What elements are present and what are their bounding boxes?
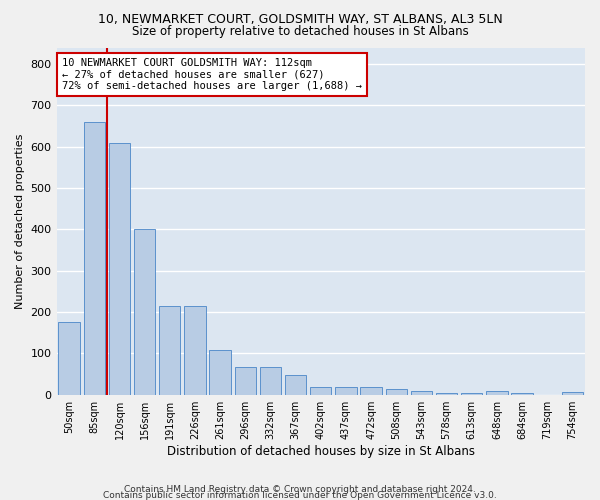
Bar xyxy=(235,367,256,394)
Bar xyxy=(461,393,482,394)
Bar xyxy=(436,393,457,394)
Bar xyxy=(562,392,583,394)
Bar xyxy=(209,350,231,395)
Bar xyxy=(109,142,130,394)
Text: 10, NEWMARKET COURT, GOLDSMITH WAY, ST ALBANS, AL3 5LN: 10, NEWMARKET COURT, GOLDSMITH WAY, ST A… xyxy=(98,12,502,26)
Bar xyxy=(134,230,155,394)
Text: Size of property relative to detached houses in St Albans: Size of property relative to detached ho… xyxy=(131,25,469,38)
Bar xyxy=(260,367,281,394)
Text: Contains public sector information licensed under the Open Government Licence v3: Contains public sector information licen… xyxy=(103,491,497,500)
Bar xyxy=(159,306,181,394)
Bar xyxy=(184,306,206,394)
Text: Contains HM Land Registry data © Crown copyright and database right 2024.: Contains HM Land Registry data © Crown c… xyxy=(124,485,476,494)
Bar xyxy=(83,122,105,394)
Bar xyxy=(335,388,356,394)
Bar xyxy=(486,392,508,394)
Bar xyxy=(411,392,432,394)
Bar xyxy=(511,393,533,394)
Text: 10 NEWMARKET COURT GOLDSMITH WAY: 112sqm
← 27% of detached houses are smaller (6: 10 NEWMARKET COURT GOLDSMITH WAY: 112sqm… xyxy=(62,58,362,91)
X-axis label: Distribution of detached houses by size in St Albans: Distribution of detached houses by size … xyxy=(167,444,475,458)
Bar xyxy=(285,375,307,394)
Bar xyxy=(386,390,407,394)
Bar xyxy=(361,388,382,394)
Y-axis label: Number of detached properties: Number of detached properties xyxy=(15,134,25,309)
Bar xyxy=(310,388,331,394)
Bar xyxy=(58,322,80,394)
